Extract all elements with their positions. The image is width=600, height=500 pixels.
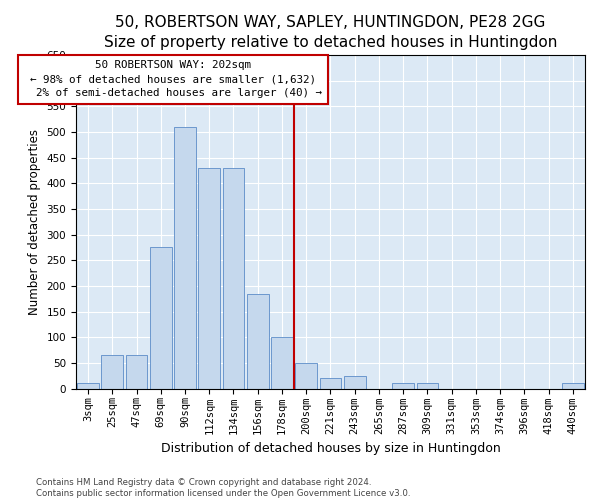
Bar <box>344 376 365 388</box>
Bar <box>174 127 196 388</box>
Bar <box>199 168 220 388</box>
Bar <box>562 384 584 388</box>
Text: Contains HM Land Registry data © Crown copyright and database right 2024.
Contai: Contains HM Land Registry data © Crown c… <box>36 478 410 498</box>
Text: 50 ROBERTSON WAY: 202sqm  
← 98% of detached houses are smaller (1,632)
  2% of : 50 ROBERTSON WAY: 202sqm ← 98% of detach… <box>23 60 322 98</box>
Y-axis label: Number of detached properties: Number of detached properties <box>28 129 41 315</box>
Bar <box>392 384 414 388</box>
X-axis label: Distribution of detached houses by size in Huntingdon: Distribution of detached houses by size … <box>161 442 500 455</box>
Bar <box>247 294 269 388</box>
Bar <box>150 248 172 388</box>
Bar <box>101 355 123 388</box>
Bar <box>271 337 293 388</box>
Title: 50, ROBERTSON WAY, SAPLEY, HUNTINGDON, PE28 2GG
Size of property relative to det: 50, ROBERTSON WAY, SAPLEY, HUNTINGDON, P… <box>104 15 557 50</box>
Bar <box>295 363 317 388</box>
Bar <box>223 168 244 388</box>
Bar <box>125 355 148 388</box>
Bar <box>416 384 439 388</box>
Bar <box>77 384 99 388</box>
Bar <box>320 378 341 388</box>
